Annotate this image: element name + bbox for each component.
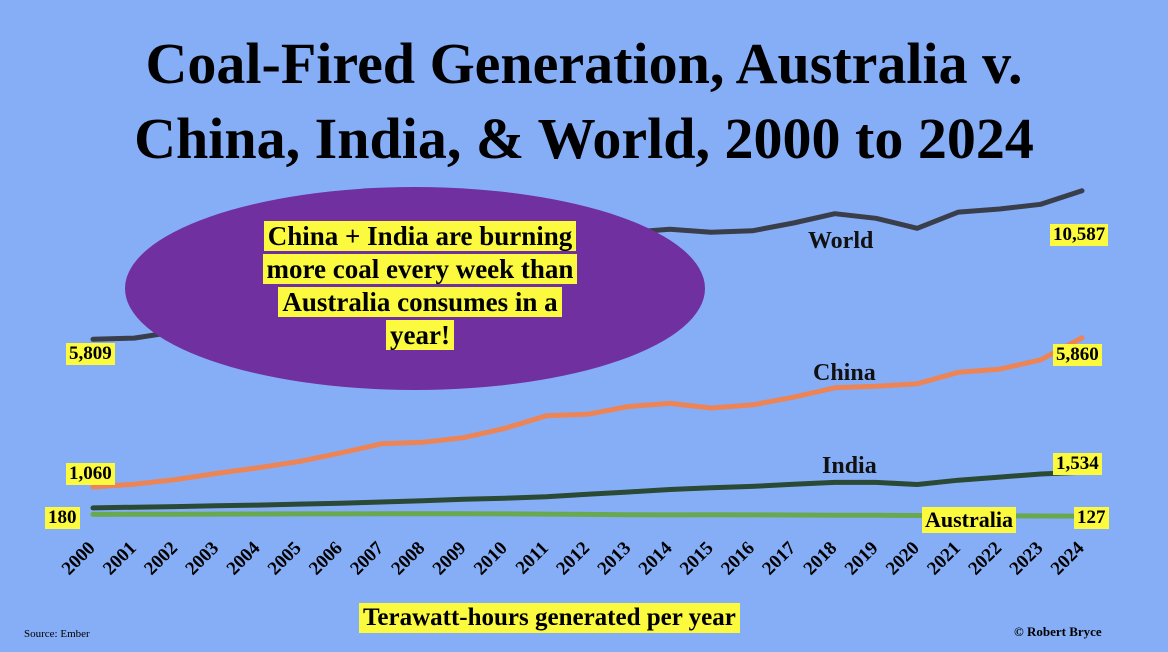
x-tick-label: 2022 [964,538,1006,580]
x-tick-label: 2024 [1047,537,1089,579]
callout-line-2: more coal every week than [262,254,578,284]
chart-title-line-1: Coal-Fired Generation, Australia v. [145,31,1023,96]
series-label-world: World [808,228,874,254]
india-end-value-label: 1,534 [1053,453,1102,475]
x-tick-label: 2023 [1006,538,1048,580]
x-tick-label: 2004 [223,537,265,579]
x-tick-label: 2013 [594,538,636,580]
x-tick-label: 2005 [264,538,306,580]
x-tick-label: 2021 [923,538,965,580]
x-tick-label: 2002 [140,538,182,580]
x-axis-caption: Terawatt-hours generated per year [359,603,740,633]
series-label-india: India [822,453,877,479]
x-tick-label: 2020 [882,538,924,580]
series-label-china: China [813,360,876,386]
china-end-value-label: 5,860 [1053,344,1102,366]
x-tick-label: 2003 [181,538,223,580]
x-tick-label: 2016 [717,538,759,580]
x-tick-label: 2001 [99,538,141,580]
series-line-india [90,469,1085,511]
x-tick-label: 2011 [512,538,553,579]
credit-note: © Robert Bryce [1014,624,1102,639]
x-tick-label: 2010 [470,538,512,580]
callout-line-1: China + India are burning [263,221,577,251]
x-tick-label: 2015 [676,538,718,580]
series-line-china [90,335,1085,490]
x-tick-label: 2007 [346,537,388,579]
series-line-australia [90,511,1085,519]
x-tick-label: 2017 [758,537,800,579]
x-tick-label: 2000 [58,538,100,580]
x-tick-label: 2012 [552,538,594,580]
callout-text: China + India are burning more coal ever… [200,220,640,352]
chart-title-line-2: China, India, & World, 2000 to 2024 [134,106,1034,171]
world-end-value-label: 10,587 [1050,224,1109,246]
x-tick-label: 2014 [635,537,677,579]
callout-line-3: Australia consumes in a [278,287,562,317]
series-label-australia: Australia [922,507,1016,533]
x-tick-label: 2006 [305,538,347,580]
australia-end-value-label: 127 [1074,507,1109,529]
x-tick-label: 2008 [387,538,429,580]
world-start-value-label: 5,809 [66,343,115,365]
australia-start-value-label: 180 [45,507,80,529]
callout-line-4: year! [386,320,454,350]
x-tick-label: 2009 [429,538,471,580]
source-note: Source: Ember [24,628,90,640]
x-tick-label: 2019 [841,538,883,580]
x-tick-label: 2018 [800,538,842,580]
china-start-value-label: 1,060 [66,463,115,485]
